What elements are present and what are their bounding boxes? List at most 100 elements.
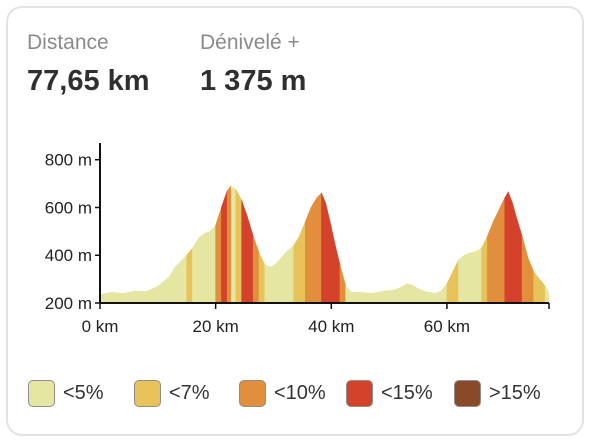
legend-label-gt15: >15% (489, 381, 541, 404)
profile-segment-lt10 (304, 207, 312, 304)
profile-segment-lt5 (440, 283, 448, 304)
profile-segment-lt5 (145, 285, 159, 304)
profile-segment-lt5 (417, 288, 425, 304)
profile-segment-lt5 (469, 251, 477, 304)
elevation-area (99, 185, 550, 304)
profile-segment-lt10 (226, 185, 232, 304)
chart-axes: 200 m 400 m 600 m 800 m 0 km 20 km 40 km 60 km (45, 143, 550, 336)
legend-item-lt10: <10% (239, 376, 326, 410)
profile-segment-lt10 (527, 257, 534, 304)
profile-segment-lt7 (299, 221, 306, 304)
profile-segment-lt5 (406, 283, 413, 304)
profile-segment-lt5 (276, 255, 283, 304)
profile-segment-lt7 (481, 236, 488, 304)
y-tick-label: 200 m (45, 294, 92, 313)
profile-segment-lt7 (533, 271, 540, 304)
x-tick-label: 20 km (192, 317, 238, 336)
profile-segment-lt10 (498, 197, 506, 304)
profile-segment-lt5 (157, 276, 170, 304)
legend-swatch-lt10 (239, 379, 266, 407)
profile-segment-lt5 (174, 260, 182, 304)
profile-segment-lt5 (411, 284, 419, 304)
profile-segment-lt5 (429, 291, 436, 304)
legend-label-lt7: <7% (169, 381, 210, 404)
profile-segment-lt5 (264, 264, 271, 304)
stat-elevation-gain-label: Dénivelé + (200, 31, 300, 54)
profile-segment-lt5 (400, 283, 407, 304)
profile-segment-lt5 (394, 287, 401, 304)
elevation-card (6, 6, 584, 436)
profile-segment-lt15 (247, 216, 254, 304)
profile-segment-lt15 (329, 221, 336, 304)
stat-distance-value: 77,65 km (27, 65, 150, 97)
grade-legend: <5% <7% <10% <15% >15% (28, 376, 558, 410)
profile-segment-lt5 (99, 291, 112, 304)
profile-segment-lt5 (383, 289, 396, 304)
profile-segment-lt10 (310, 196, 318, 304)
profile-segment-lt10 (487, 221, 494, 304)
profile-segment-lt5 (463, 252, 471, 304)
profile-segment-lt5 (111, 291, 124, 304)
profile-segment-lt15 (334, 243, 341, 304)
profile-segment-lt5 (287, 245, 295, 304)
profile-segment-lt5 (122, 290, 135, 304)
profile-segment-lt15 (221, 190, 228, 304)
profile-segment-lt5 (180, 254, 188, 304)
stat-distance: Distance 77,65 km (27, 30, 150, 98)
stat-distance-label: Distance (27, 31, 109, 54)
profile-segment-lt5 (458, 254, 465, 304)
profile-segment-lt7 (235, 189, 242, 304)
profile-segment-lt10 (521, 236, 529, 304)
stat-elevation-gain-value: 1 375 m (200, 65, 307, 97)
profile-segment-lt5 (351, 291, 361, 304)
profile-segment-lt15 (241, 200, 248, 304)
profile-segment-lt7 (258, 252, 266, 304)
legend-label-lt5: <5% (63, 381, 104, 404)
legend-swatch-lt7 (134, 379, 161, 407)
profile-segment-lt7 (186, 247, 193, 304)
profile-segment-lt5 (203, 230, 211, 304)
y-tick-label: 800 m (45, 151, 92, 170)
profile-segment-lt15 (321, 193, 326, 304)
legend-label-lt15: <15% (381, 381, 433, 404)
profile-segment-lt5 (371, 290, 384, 304)
profile-segment-lt5 (345, 285, 352, 304)
profile-segment-lt10 (215, 207, 222, 304)
y-tick-label: 400 m (45, 246, 92, 265)
profile-segment-lt10 (339, 264, 347, 304)
profile-segment-lt10 (252, 236, 260, 304)
profile-segment-lt5 (281, 249, 289, 304)
profile-segment-lt5 (198, 233, 205, 304)
profile-segment-lt5 (169, 266, 176, 304)
profile-segment-lt5 (475, 247, 482, 304)
profile-segment-lt15 (504, 190, 509, 304)
x-tick-label: 60 km (424, 317, 470, 336)
legend-item-lt5: <5% (28, 376, 104, 410)
profile-segment-lt7 (446, 271, 454, 304)
profile-segment-lt5 (192, 237, 199, 304)
profile-segment-lt10 (492, 209, 500, 304)
profile-segment-lt7 (452, 259, 459, 304)
x-tick-label: 40 km (308, 317, 354, 336)
y-tick-label: 600 m (45, 198, 92, 217)
profile-segment-lt5 (270, 263, 277, 304)
legend-swatch-lt15 (346, 379, 373, 407)
profile-segment-lt7 (539, 278, 546, 304)
profile-segment-lt5 (230, 185, 237, 304)
profile-segment-lt15 (511, 202, 517, 304)
stat-elevation-gain: Dénivelé + 1 375 m (200, 30, 306, 98)
legend-item-lt15: <15% (346, 376, 433, 410)
profile-segment-lt5 (423, 290, 430, 304)
profile-segment-lt15 (507, 191, 513, 304)
legend-item-gt15: >15% (454, 376, 541, 410)
legend-item-lt7: <7% (134, 376, 210, 410)
profile-segment-lt10 (316, 192, 322, 304)
profile-segment-lt5 (359, 291, 373, 304)
profile-segment-lt15 (516, 216, 523, 304)
legend-swatch-gt15 (454, 379, 481, 407)
profile-segment-lt7 (293, 235, 300, 304)
profile-segment-lt5 (435, 290, 442, 304)
profile-segment-lt5 (544, 286, 550, 304)
legend-label-lt10: <10% (274, 381, 326, 404)
